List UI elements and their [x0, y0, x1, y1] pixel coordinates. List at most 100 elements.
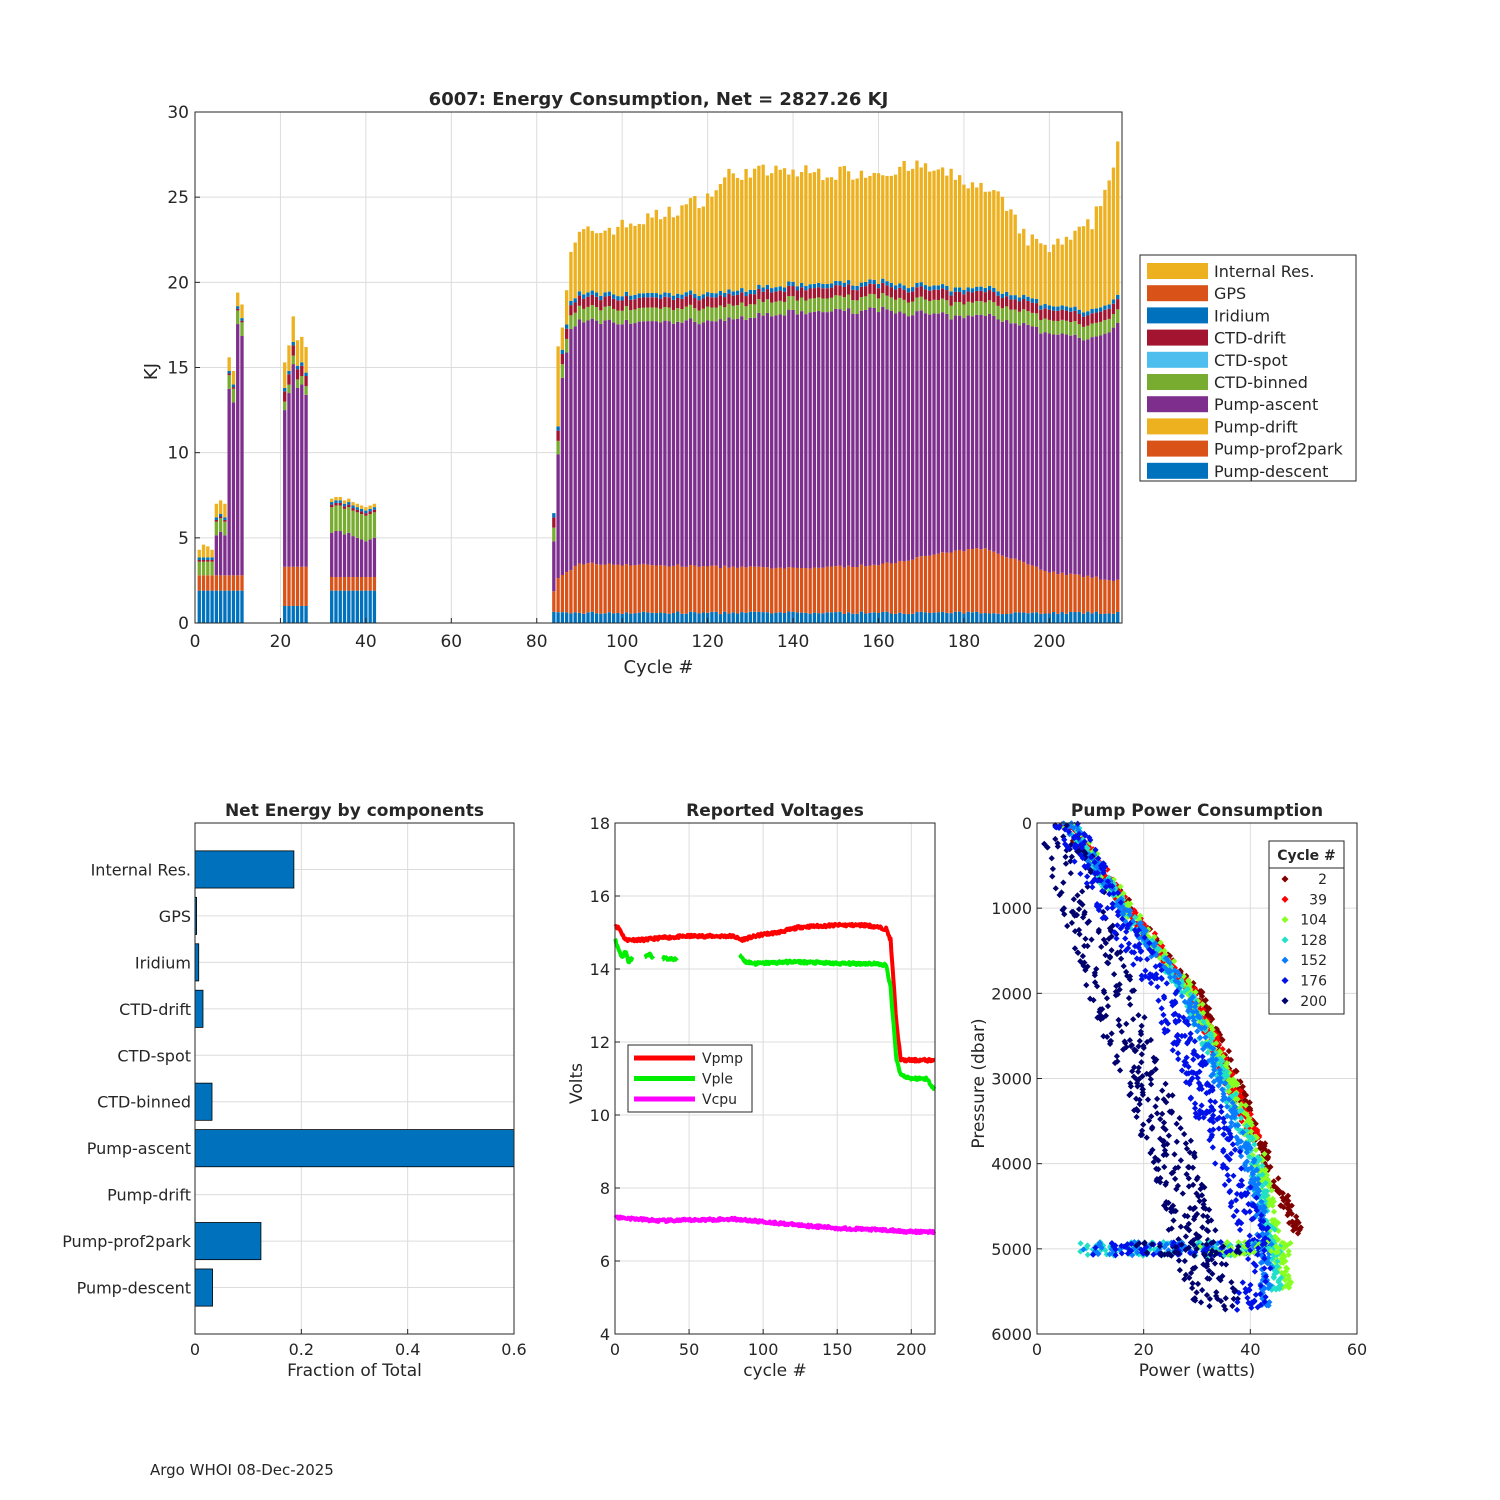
energy-bar-segment — [214, 575, 219, 591]
energy-bar-segment — [868, 565, 872, 613]
energy-bar-segment — [855, 613, 859, 623]
scatter-point — [1099, 887, 1106, 895]
scatter-point — [1281, 1240, 1288, 1247]
energy-bar-segment — [855, 290, 859, 301]
voltages-title: Reported Voltages — [686, 801, 864, 821]
scatter-point — [1268, 1187, 1275, 1194]
energy-bar-segment — [295, 566, 300, 606]
legend-label: 176 — [1300, 974, 1327, 990]
energy-bar-segment — [970, 302, 975, 317]
energy-bar-segment — [1047, 252, 1052, 306]
energy-bar-segment — [966, 301, 970, 316]
scatter-point — [1285, 1248, 1292, 1255]
energy-bar-segment — [953, 315, 958, 551]
energy-bar-segment — [671, 295, 676, 300]
scatter-point — [1274, 1258, 1281, 1265]
energy-bar-segment — [1111, 299, 1116, 304]
scatter-point — [1168, 1225, 1175, 1232]
energy-bar-segment — [774, 612, 778, 623]
energy-bar-segment — [1022, 612, 1026, 623]
scatter-point — [1147, 1076, 1154, 1083]
energy-bar-segment — [1103, 305, 1107, 310]
energy-bar-segment — [364, 541, 368, 578]
scatter-point — [1208, 1072, 1215, 1079]
scatter-point — [1261, 1298, 1268, 1306]
energy-bar-segment — [637, 321, 641, 565]
scatter-point — [1174, 968, 1181, 976]
voltage-line-vple — [613, 937, 635, 965]
energy-bar-segment — [893, 299, 898, 314]
energy-bar-segment — [368, 539, 372, 578]
energy-bar-segment — [223, 590, 227, 623]
scatter-point — [1165, 1132, 1172, 1139]
scatter-point — [1084, 1251, 1091, 1258]
scatter-point — [1206, 1275, 1213, 1282]
scatter-point — [1182, 1059, 1190, 1066]
energy-bar-segment — [240, 320, 244, 323]
scatter-point — [1275, 1277, 1283, 1284]
energy-bar-segment — [637, 612, 641, 623]
energy-bar-segment — [825, 177, 829, 285]
scatter-point — [1236, 1226, 1244, 1233]
scatter-point — [1054, 843, 1061, 850]
scatter-point — [1232, 1090, 1240, 1098]
energy-bar-segment — [727, 317, 731, 568]
energy-bar-segment — [637, 564, 641, 613]
energy-bar-segment — [940, 288, 945, 299]
energy-bar-segment — [765, 312, 770, 568]
energy-bar-segment — [701, 294, 706, 299]
energy-bar-segment — [1090, 313, 1094, 324]
energy-bar-segment — [881, 306, 885, 564]
energy-bar-segment — [586, 226, 590, 293]
scatter-point — [1243, 1144, 1250, 1152]
energy-bar-segment — [893, 289, 898, 300]
energy-bar-segment — [1022, 309, 1026, 323]
energy-bar-segment — [791, 296, 795, 310]
energy-bar-segment — [945, 290, 949, 301]
scatter-point — [1131, 907, 1138, 914]
energy-bar-segment — [757, 566, 761, 612]
energy-bar-segment — [881, 563, 885, 612]
scatter-point — [1220, 1119, 1228, 1126]
energy-bar-segment — [210, 575, 214, 591]
energy-bar-segment — [701, 322, 706, 567]
energy-bar-segment — [876, 612, 881, 623]
scatter-point — [1247, 1107, 1254, 1114]
legend-label: Internal Res. — [1214, 262, 1314, 281]
scatter-point — [1118, 943, 1125, 950]
energy-bar-segment — [829, 283, 834, 288]
scatter-point — [1077, 1240, 1084, 1247]
energy-bar-segment — [573, 312, 577, 327]
x-tick-label: 50 — [679, 1340, 699, 1359]
energy-bar-segment — [1094, 611, 1099, 623]
energy-bar-segment — [1047, 333, 1052, 573]
scatter-point — [1254, 1251, 1261, 1258]
energy-bar-segment — [996, 553, 1000, 614]
energy-bar-segment — [782, 168, 787, 288]
scatter-point — [1060, 879, 1067, 886]
scatter-point — [1238, 1177, 1245, 1184]
energy-bar-segment — [932, 313, 936, 555]
energy-bar-segment — [586, 612, 590, 623]
scatter-point — [1056, 891, 1063, 899]
scatter-point — [1238, 1107, 1245, 1114]
energy-bar-segment — [744, 319, 748, 568]
y-tick-label: 18 — [590, 814, 610, 833]
energy-bar-segment — [821, 312, 825, 568]
energy-bar-segment — [846, 171, 851, 281]
scatter-point — [1249, 1202, 1256, 1209]
scatter-point — [1113, 1053, 1121, 1060]
energy-bar-segment — [782, 291, 787, 302]
energy-bar-segment — [590, 562, 594, 612]
scatter-point — [1100, 867, 1107, 874]
energy-bar-segment — [812, 288, 817, 299]
scatter-point — [1079, 953, 1086, 960]
energy-bar-segment — [770, 568, 774, 614]
component-bar — [194, 1268, 213, 1307]
energy-bar-segment — [650, 217, 654, 293]
energy-bar-segment — [778, 169, 782, 287]
energy-bar-segment — [1090, 337, 1094, 578]
scatter-point — [1147, 1149, 1154, 1157]
energy-bar-segment — [765, 299, 770, 313]
scatter-point — [1136, 1101, 1143, 1108]
